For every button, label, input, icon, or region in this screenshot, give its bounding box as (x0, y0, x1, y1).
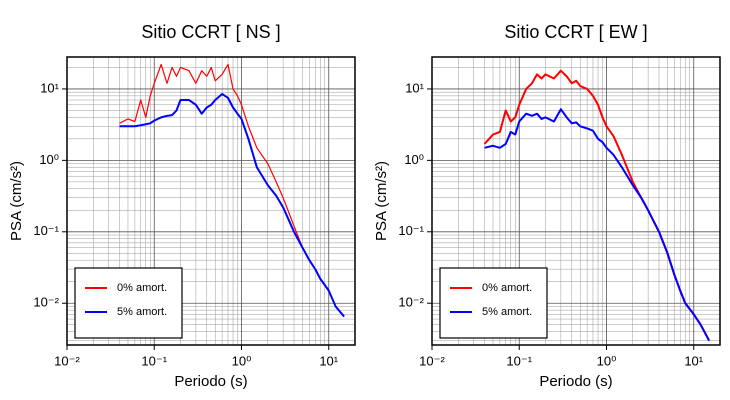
y-tick-label: 10¹ (405, 80, 424, 95)
y-tick-label: 10⁻² (398, 295, 424, 310)
x-tick-label: 10⁰ (597, 353, 617, 368)
x-axis-label: Periodo (s) (174, 373, 247, 390)
y-tick-label: 10⁰ (404, 152, 424, 167)
x-tick-label: 10¹ (319, 353, 338, 368)
x-tick-label: 10⁰ (232, 353, 252, 368)
legend-label: 0% amort. (117, 282, 167, 294)
y-axis-label: PSA (cm/s²) (8, 161, 25, 241)
y-axis-label: PSA (cm/s²) (373, 161, 390, 241)
legend-box (439, 267, 548, 339)
plot-frame (66, 56, 356, 346)
x-tick-label: 10⁻¹ (141, 353, 167, 368)
y-tick-label: 10⁻¹ (33, 223, 59, 238)
legend-label: 5% amort. (482, 306, 532, 318)
plot-frame (431, 56, 721, 346)
y-tick-label: 10⁻¹ (398, 223, 424, 238)
series-line (484, 108, 710, 342)
x-tick-label: 10⁻² (419, 353, 445, 368)
series-line (119, 92, 345, 318)
x-tick-label: 10⁻² (54, 353, 80, 368)
y-tick-label: 10¹ (40, 80, 59, 95)
y-tick-label: 10⁰ (39, 152, 59, 167)
chart-title: Sitio CCRT [ EW ] (504, 22, 647, 42)
chart-title: Sitio CCRT [ NS ] (141, 22, 280, 42)
y-tick-label: 10⁻² (33, 295, 59, 310)
x-axis-label: Periodo (s) (539, 373, 612, 390)
x-tick-label: 10⁻¹ (506, 353, 532, 368)
legend-label: 0% amort. (482, 282, 532, 294)
legend-box (74, 267, 183, 339)
x-tick-label: 10¹ (684, 353, 703, 368)
legend-label: 5% amort. (117, 306, 167, 318)
